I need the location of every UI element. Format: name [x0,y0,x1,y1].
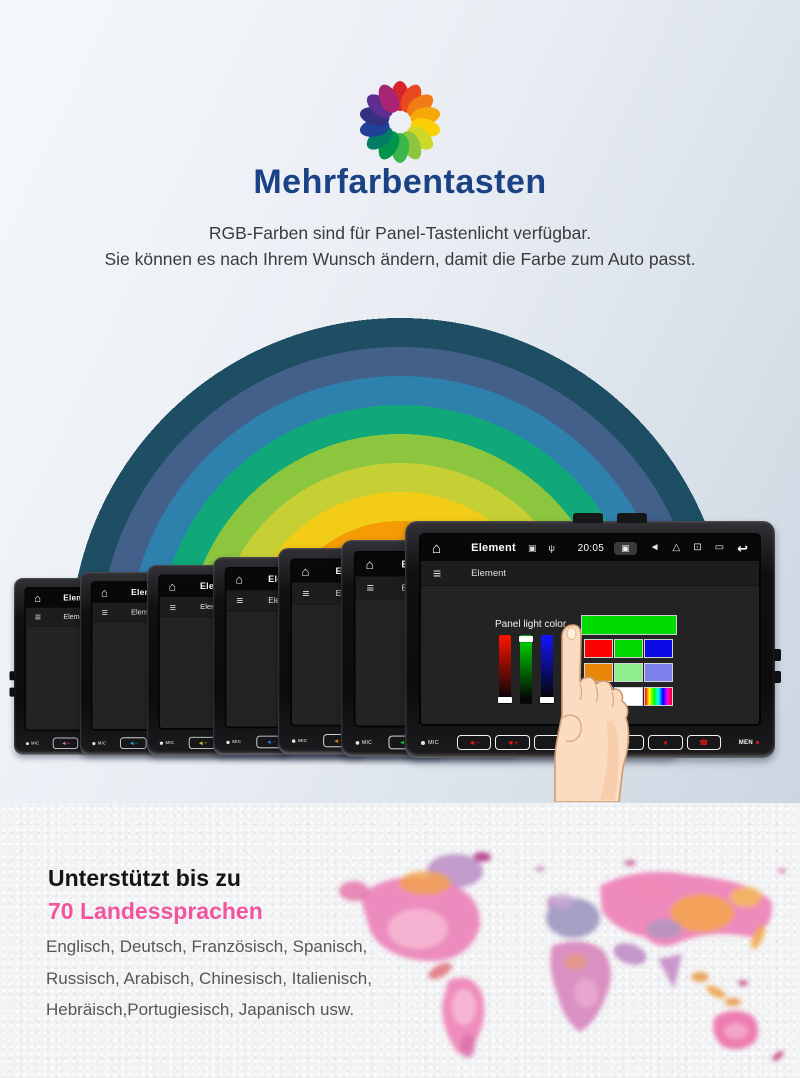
device-lineup: ⌂Element▣ψ20:05▣◄△⊡▭↩≡ElementMIC◄−◄+↩♦☎M… [9,513,781,758]
menu-bar: ≡ Element [421,561,759,586]
mic-dot-icon [92,741,96,745]
back-icon[interactable]: ↩ [737,540,748,556]
red-slider-thumb[interactable] [498,697,512,703]
home-icon[interactable]: ⌂ [365,556,374,573]
mic-label: MIC [92,741,117,746]
languages-count: 70 Landessprachen [48,898,263,924]
hamburger-menu-icon[interactable]: ≡ [433,565,442,581]
display-icon[interactable]: ⊡ [693,542,702,553]
side-connector-icon [9,671,15,681]
menu-button-dot-icon [755,741,759,744]
cassette-icon[interactable]: ▭ [714,542,725,553]
mic-dot-icon [25,741,29,745]
languages-list: Englisch, Deutsch, Französisch, Spanisch… [46,931,372,1026]
world-map-watercolor [339,852,786,1061]
hero-section: Mehrfarbentasten RGB-Farben sind für Pan… [0,0,800,803]
phone-button[interactable]: ☎ [686,735,721,750]
hamburger-menu-icon[interactable]: ≡ [34,610,41,623]
color-swatch[interactable] [614,639,643,658]
mic-dot-icon [421,740,425,745]
mic-dot-icon [355,740,360,745]
menu-hard-button[interactable]: MEN [725,740,759,746]
vol-down-button[interactable]: ◄− [52,737,79,749]
mic-label: MIC [355,740,385,745]
languages-list-line-3: Hebräisch,Portugiesisch, Japanisch usw. [46,1000,355,1019]
device-screen: ⌂ Element ▣ ψ 20:05 ▣ ◄ △ ⊡ ▭ ↩ ≡ Element Panel light… [419,533,761,726]
side-connector-icon [774,649,781,661]
color-swatch[interactable] [644,663,673,682]
usb-icon: ψ [548,542,555,553]
mic-label: MIC [25,741,50,745]
hamburger-menu-icon[interactable]: ≡ [169,600,177,614]
languages-section: Unterstützt bis zu 70 Landessprachen Eng… [0,803,800,1078]
home-icon[interactable]: ⌂ [432,539,442,557]
hamburger-menu-icon[interactable]: ≡ [366,580,375,595]
languages-heading: Unterstützt bis zu [48,865,241,891]
hamburger-menu-icon[interactable]: ≡ [236,593,244,608]
menu-title: Element [131,607,159,617]
hamburger-menu-icon[interactable]: ≡ [101,606,108,619]
blue-slider-thumb[interactable] [540,697,554,703]
subtitle-line-2: Sie können es nach Ihrem Wunsch ändern, … [104,249,696,269]
menu-title: Element [471,567,507,579]
status-title: Element [63,594,97,603]
mic-label: MIC [291,738,320,743]
mounting-tab-icon [617,513,647,523]
subtitle-line-1: RGB-Farben sind für Panel-Tastenlicht ve… [208,223,592,243]
camera-icon[interactable]: ▣ [614,541,637,555]
side-connector-icon [774,671,781,683]
status-bar: ⌂ Element ▣ ψ 20:05 ▣ ◄ △ ⊡ ▭ ↩ [421,535,759,561]
languages-list-line-2: Russisch, Arabisch, Chinesisch, Italieni… [46,968,372,988]
eject-icon[interactable]: △ [672,542,681,553]
pin-button[interactable]: ♦ [648,735,683,750]
color-swatch[interactable] [614,663,643,682]
mic-label: MIC [421,740,453,746]
red-slider[interactable] [498,635,512,704]
mic-dot-icon [291,738,296,743]
green-slider-thumb[interactable] [519,636,533,642]
vol-down-button[interactable]: ◄− [120,737,147,750]
mounting-tab-icon [573,513,603,523]
pointing-hand-illustration [554,624,630,802]
color-swatch[interactable] [644,639,673,658]
home-icon[interactable]: ⌂ [168,579,176,594]
menu-title: Element [63,612,90,621]
sd-card-icon: ▣ [527,542,537,553]
home-icon[interactable]: ⌂ [100,586,108,600]
panel-light-color-label: Panel light color [495,619,567,630]
mic-label: MIC [226,739,253,744]
status-time: 20:05 [577,542,605,554]
color-wheel-icon [358,81,442,163]
selected-color-preview [581,615,677,635]
car-stereo-unit: ⌂ Element ▣ ψ 20:05 ▣ ◄ △ ⊡ ▭ ↩ ≡ Element Panel light… [405,513,781,758]
home-icon[interactable]: ⌂ [235,572,244,587]
page-title: Mehrfarbentasten [253,163,547,201]
color-swatch[interactable] [584,639,613,658]
side-connector-icon [9,687,15,697]
status-title: Element [471,542,516,554]
mic-label: MIC [159,740,186,745]
vol-down-button[interactable]: ◄− [457,735,492,750]
green-slider[interactable] [519,635,533,704]
home-icon[interactable]: ⌂ [34,591,41,605]
mic-dot-icon [159,741,164,745]
blue-slider[interactable] [540,635,554,704]
hero-subtitle: RGB-Farben sind für Panel-Tastenlicht ve… [0,220,800,272]
hamburger-menu-icon[interactable]: ≡ [302,586,310,601]
languages-list-line-1: Englisch, Deutsch, Französisch, Spanisch… [46,937,368,956]
vol-down-button[interactable]: ◄− [188,736,217,749]
volume-icon[interactable]: ◄ [649,542,660,553]
vol-up-button[interactable]: ◄+ [495,735,530,750]
home-icon[interactable]: ⌂ [301,564,310,579]
color-swatch[interactable] [644,687,673,706]
mic-dot-icon [226,740,230,744]
